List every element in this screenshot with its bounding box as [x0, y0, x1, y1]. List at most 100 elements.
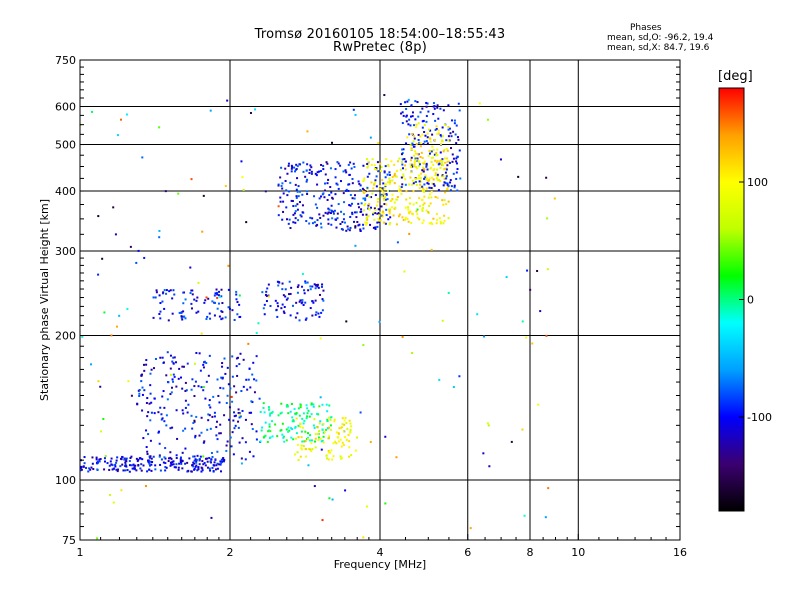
- noise-point: [441, 319, 444, 322]
- data-point: [225, 401, 228, 404]
- data-point: [374, 208, 377, 211]
- data-point: [148, 462, 151, 465]
- data-point: [379, 211, 382, 214]
- data-point: [98, 458, 101, 461]
- data-point: [173, 375, 176, 378]
- data-point: [297, 185, 300, 188]
- data-point: [438, 217, 441, 220]
- noise-point: [369, 136, 372, 139]
- data-point: [388, 212, 391, 215]
- data-point: [386, 189, 389, 192]
- data-point: [281, 187, 284, 190]
- data-point: [181, 409, 184, 412]
- data-point: [284, 167, 287, 170]
- data-point: [419, 111, 422, 114]
- data-point: [295, 417, 298, 420]
- data-point: [238, 363, 241, 366]
- data-point: [150, 457, 153, 460]
- data-point: [338, 427, 341, 430]
- data-point: [159, 302, 162, 305]
- data-point: [307, 438, 310, 441]
- data-point: [206, 460, 209, 463]
- data-point: [80, 468, 83, 471]
- data-point: [240, 390, 243, 393]
- data-point: [96, 468, 99, 471]
- data-point: [305, 180, 308, 183]
- data-point: [329, 418, 332, 421]
- data-point: [321, 298, 324, 301]
- data-point: [421, 208, 424, 211]
- data-point: [413, 154, 416, 157]
- noise-point: [247, 342, 250, 345]
- data-point: [321, 283, 324, 286]
- data-point: [150, 401, 153, 404]
- data-point: [451, 160, 454, 163]
- data-point: [195, 351, 198, 354]
- data-point: [171, 378, 174, 381]
- data-point: [287, 164, 290, 167]
- data-point: [427, 182, 430, 185]
- data-point: [306, 436, 309, 439]
- data-point: [267, 283, 270, 286]
- data-point: [103, 468, 106, 471]
- noise-point: [172, 362, 175, 365]
- data-point: [418, 141, 421, 144]
- data-point: [152, 296, 155, 299]
- data-point: [290, 167, 293, 170]
- data-point: [219, 423, 222, 426]
- data-point: [354, 211, 357, 214]
- data-point: [316, 426, 319, 429]
- noise-point: [238, 294, 241, 297]
- data-point: [423, 195, 426, 198]
- noise-point: [411, 352, 414, 355]
- data-point: [167, 381, 170, 384]
- data-point: [160, 413, 163, 416]
- data-point: [219, 463, 222, 466]
- noise-point: [89, 363, 92, 366]
- data-point: [163, 456, 166, 459]
- data-point: [329, 167, 332, 170]
- data-point: [302, 170, 305, 173]
- data-point: [220, 288, 223, 291]
- data-point: [198, 458, 201, 461]
- data-point: [379, 214, 382, 217]
- data-point: [145, 446, 148, 449]
- data-point: [322, 164, 325, 167]
- data-point: [190, 302, 193, 305]
- data-point: [209, 406, 212, 409]
- data-point: [238, 303, 241, 306]
- data-point: [159, 356, 162, 359]
- data-point: [145, 402, 148, 405]
- data-point: [415, 143, 418, 146]
- data-point: [314, 299, 317, 302]
- data-point: [110, 457, 113, 460]
- data-point: [410, 156, 413, 159]
- data-point: [289, 227, 292, 230]
- data-point: [426, 136, 429, 139]
- data-point: [327, 222, 330, 225]
- data-point: [405, 198, 408, 201]
- data-point: [414, 157, 417, 160]
- data-point: [167, 319, 170, 322]
- data-point: [441, 164, 444, 167]
- data-point: [438, 160, 441, 163]
- data-point: [288, 190, 291, 193]
- data-point: [205, 362, 208, 365]
- data-point: [401, 152, 404, 155]
- data-point: [375, 204, 378, 207]
- data-point: [435, 161, 438, 164]
- data-point: [366, 189, 369, 192]
- data-point: [435, 154, 438, 157]
- data-point: [152, 455, 155, 458]
- data-point: [386, 198, 389, 201]
- data-point: [188, 457, 191, 460]
- noise-point: [104, 455, 107, 458]
- data-point: [344, 169, 347, 172]
- data-point: [181, 365, 184, 368]
- data-point: [421, 189, 424, 192]
- data-point: [143, 369, 146, 372]
- noise-point: [510, 440, 513, 443]
- data-point: [158, 294, 161, 297]
- data-point: [413, 161, 416, 164]
- data-point: [381, 189, 384, 192]
